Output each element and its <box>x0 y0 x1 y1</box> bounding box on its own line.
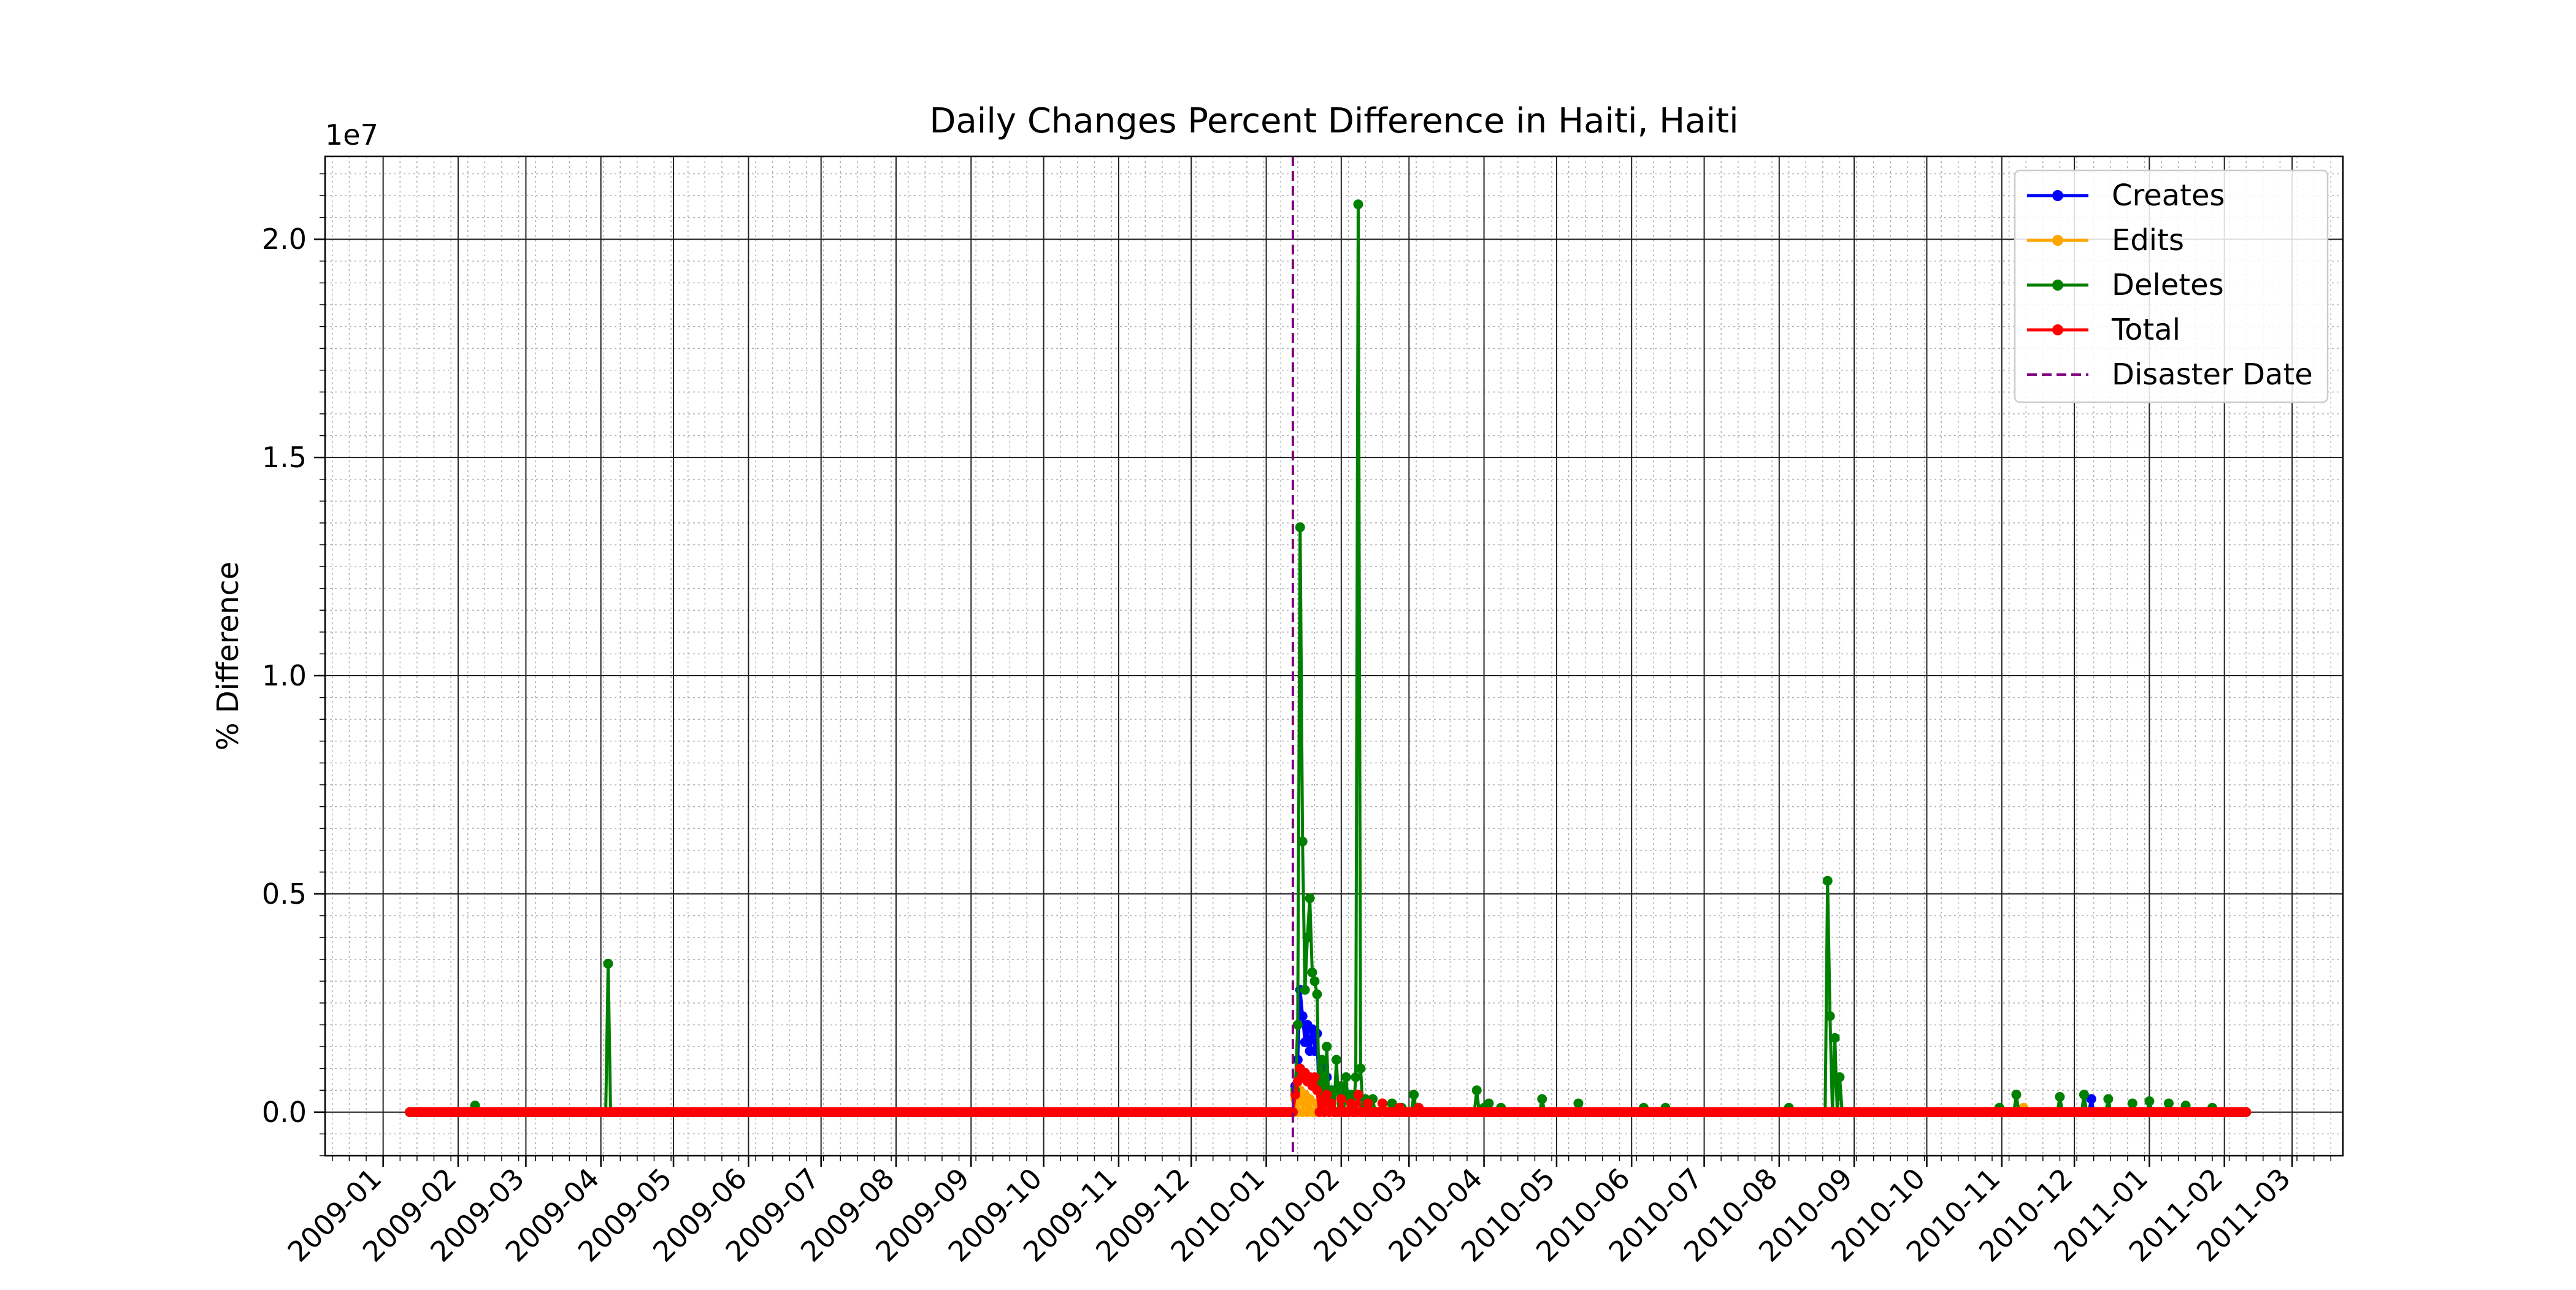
data-point-total <box>1309 1072 1320 1082</box>
data-point-deletes <box>1297 836 1308 847</box>
y-axis-label: % Difference <box>211 562 245 750</box>
data-point-deletes <box>1830 1032 1840 1043</box>
legend-edits-label: Edits <box>2112 223 2184 258</box>
data-point-deletes <box>1341 1072 1351 1082</box>
legend-disaster-label: Disaster Date <box>2112 357 2313 392</box>
y-tick-label: 1.0 <box>262 659 307 692</box>
data-point-deletes <box>1353 199 1363 210</box>
data-point-deletes <box>1573 1098 1584 1109</box>
data-point-deletes <box>1825 1011 1835 1021</box>
data-point-deletes <box>1537 1094 1547 1104</box>
legend: Creates Edits Deletes Total Disaster Dat… <box>2014 169 2329 403</box>
data-point-deletes <box>1317 1055 1327 1065</box>
x-axis: 2009-012009-022009-032009-042009-052009-… <box>281 1156 2332 1269</box>
legend-deletes-marker <box>2052 280 2063 291</box>
legend-item-creates: Creates <box>2027 178 2225 213</box>
data-point-total <box>2241 1107 2252 1117</box>
legend-creates-marker <box>2052 190 2063 201</box>
legend-total-label: Total <box>2111 313 2180 347</box>
y-tick-label: 0.5 <box>262 877 307 910</box>
data-point-deletes <box>1346 1090 1356 1100</box>
data-point-deletes <box>2163 1098 2174 1109</box>
data-point-total <box>1353 1090 1363 1100</box>
y-offset-label: 1e7 <box>325 118 378 151</box>
plot-frame <box>324 155 2344 1157</box>
data-point-deletes <box>2055 1091 2065 1102</box>
data-point-creates <box>1300 1037 1310 1047</box>
data-point-deletes <box>2103 1094 2114 1104</box>
grid-layer <box>325 156 2343 1156</box>
data-point-deletes <box>1822 876 1833 886</box>
data-point-deletes <box>1409 1090 1419 1100</box>
data-point-deletes <box>1331 1055 1341 1065</box>
data-point-deletes <box>1309 976 1320 987</box>
data-point-deletes <box>1484 1098 1494 1109</box>
data-point-total <box>1287 1107 1298 1117</box>
data-point-deletes <box>603 958 613 969</box>
legend-item-deletes: Deletes <box>2027 268 2224 302</box>
data-point-deletes <box>1322 1042 1332 1052</box>
legend-total-marker <box>2052 324 2063 335</box>
data-point-deletes <box>1336 1081 1346 1091</box>
series-total <box>405 1063 2252 1117</box>
data-point-total <box>1312 1085 1322 1096</box>
data-point-deletes <box>2011 1090 2022 1100</box>
data-point-total <box>1336 1094 1346 1104</box>
legend-edits-marker <box>2052 235 2063 246</box>
data-point-total <box>1327 1098 1337 1109</box>
y-tick-label: 2.0 <box>262 223 307 256</box>
legend-box <box>2014 169 2329 403</box>
data-point-deletes <box>1295 522 1305 533</box>
data-point-creates <box>2086 1094 2096 1104</box>
chart-title: Daily Changes Percent Difference in Hait… <box>929 101 1738 141</box>
series-layer <box>405 156 2252 1156</box>
data-point-deletes <box>1292 1020 1303 1030</box>
data-point-deletes <box>1302 933 1313 943</box>
data-point-deletes <box>1834 1072 1845 1082</box>
data-point-deletes <box>1355 1063 1366 1074</box>
data-point-deletes <box>2079 1090 2089 1100</box>
data-point-deletes <box>1471 1085 1482 1096</box>
data-point-deletes <box>1300 985 1310 995</box>
data-point-total <box>1363 1098 1373 1109</box>
series-deletes <box>405 199 2252 1117</box>
legend-deletes-label: Deletes <box>2112 268 2224 302</box>
data-point-deletes <box>1387 1098 1397 1109</box>
y-tick-label: 0.0 <box>262 1096 307 1129</box>
data-point-deletes <box>1307 968 1317 978</box>
data-point-deletes <box>2144 1096 2155 1107</box>
legend-item-edits: Edits <box>2027 223 2184 258</box>
legend-item-disaster-date: Disaster Date <box>2027 357 2313 392</box>
data-point-deletes <box>1312 989 1322 999</box>
data-point-total <box>1346 1098 1356 1109</box>
legend-creates-label: Creates <box>2112 178 2225 213</box>
data-point-deletes <box>2127 1098 2137 1109</box>
legend-item-total: Total <box>2027 313 2180 347</box>
data-point-deletes <box>1351 1072 1361 1082</box>
data-point-creates <box>1297 1011 1308 1021</box>
series-line-deletes <box>410 202 2247 1114</box>
data-point-edits <box>1305 1094 1315 1104</box>
data-point-total <box>1377 1098 1387 1109</box>
data-point-deletes <box>1305 893 1315 904</box>
y-axis: 0.0 0.5 1.0 1.5 2.0 <box>262 173 325 1156</box>
y-tick-label: 1.5 <box>262 441 307 474</box>
data-point-total <box>1322 1090 1332 1100</box>
